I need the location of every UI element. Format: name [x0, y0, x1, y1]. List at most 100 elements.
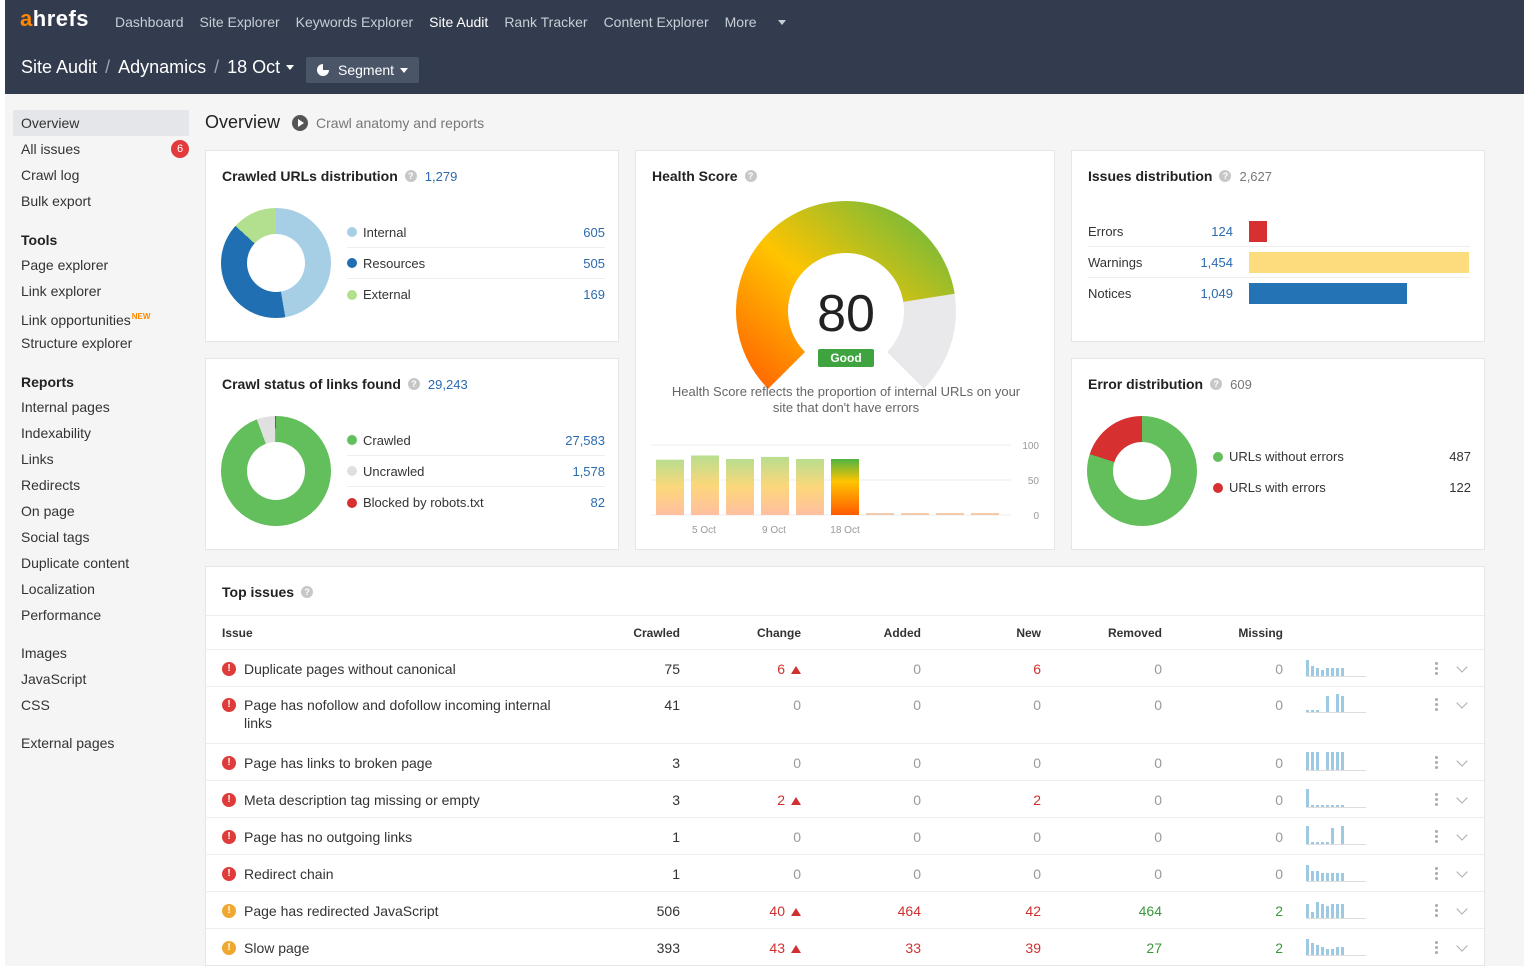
col-header-removed[interactable]: Removed [1107, 626, 1162, 640]
new-value[interactable]: 0 [1033, 866, 1041, 882]
nav-more[interactable]: More [725, 14, 786, 30]
sidebar-item-internal-pages[interactable]: Internal pages [21, 399, 110, 415]
table-row[interactable]: ! Page has nofollow and dofollow incoming… [206, 686, 1484, 743]
crawled-value[interactable]: 1 [672, 866, 680, 882]
sidebar-item-overview[interactable]: Overview [13, 110, 189, 136]
new-value[interactable]: 0 [1033, 829, 1041, 845]
page-subtitle-link[interactable]: Crawl anatomy and reports [316, 114, 485, 131]
added-value[interactable]: 0 [913, 661, 921, 677]
nav-keywords-explorer[interactable]: Keywords Explorer [295, 14, 414, 30]
ahrefs-logo[interactable]: ahrefs [20, 6, 90, 31]
more-options-icon[interactable] [1435, 791, 1441, 808]
nav-content-explorer[interactable]: Content Explorer [603, 14, 709, 30]
chevron-down-icon[interactable] [1456, 829, 1468, 841]
new-value[interactable]: 42 [1025, 903, 1041, 919]
issues-row-errors[interactable]: Errors 124 [1088, 216, 1470, 247]
chevron-down-icon[interactable] [1456, 866, 1468, 878]
row-value[interactable]: 1,454 [1200, 255, 1233, 270]
new-value[interactable]: 39 [1025, 940, 1041, 956]
legend-row-resources[interactable]: Resources 505 [347, 248, 605, 279]
new-value[interactable]: 6 [1033, 661, 1041, 677]
issue-name[interactable]: Page has links to broken page [244, 755, 433, 771]
change-value[interactable]: 43 [741, 940, 801, 956]
legend-row-crawled[interactable]: Crawled 27,583 [347, 425, 605, 456]
nav-site-audit[interactable]: Site Audit [429, 14, 489, 30]
legend-row-external[interactable]: External 169 [347, 279, 605, 310]
issue-name[interactable]: Slow page [244, 940, 310, 956]
nav-dashboard[interactable]: Dashboard [115, 14, 184, 30]
issues-row-notices[interactable]: Notices 1,049 [1088, 278, 1470, 309]
help-icon[interactable]: ? [1219, 170, 1232, 182]
sidebar-item-redirects[interactable]: Redirects [21, 477, 81, 493]
change-value[interactable]: 6 [741, 661, 801, 677]
sidebar-item-images[interactable]: Images [21, 645, 67, 661]
help-icon[interactable]: ? [744, 170, 757, 182]
new-value[interactable]: 0 [1033, 755, 1041, 771]
removed-value[interactable]: 0 [1154, 755, 1162, 771]
issue-name[interactable]: Meta description tag missing or empty [244, 792, 480, 808]
col-header-missing[interactable]: Missing [1238, 626, 1283, 640]
chevron-down-icon[interactable] [1456, 661, 1468, 673]
sidebar-item-localization[interactable]: Localization [21, 581, 95, 597]
missing-value[interactable]: 0 [1275, 697, 1283, 713]
sidebar-item-structure-explorer[interactable]: Structure explorer [21, 335, 133, 351]
sidebar-item-link-explorer[interactable]: Link explorer [21, 283, 102, 299]
change-value[interactable]: 0 [741, 866, 801, 882]
table-row[interactable]: ! Meta description tag missing or empty 3 2… [206, 780, 1484, 817]
removed-value[interactable]: 0 [1154, 697, 1162, 713]
issue-name[interactable]: Page has no outgoing links [244, 829, 413, 845]
sidebar-item-all-issues[interactable]: All issues 6 [13, 136, 189, 162]
chevron-down-icon[interactable] [286, 65, 295, 70]
change-value[interactable]: 40 [741, 903, 801, 919]
crawled-value[interactable]: 1 [672, 829, 680, 845]
sidebar-item-on-page[interactable]: On page [21, 503, 75, 519]
table-row[interactable]: ! Redirect chain 1 0 0 0 0 0 [206, 854, 1484, 891]
history-bar[interactable] [726, 459, 754, 515]
legend-value[interactable]: 169 [583, 287, 605, 302]
issue-name[interactable]: Duplicate pages without canonical [244, 661, 456, 677]
segment-button[interactable]: Segment [306, 57, 419, 83]
sidebar-item-links[interactable]: Links [21, 451, 54, 467]
missing-value[interactable]: 2 [1275, 903, 1283, 919]
col-header-issue[interactable]: Issue [222, 626, 253, 640]
chevron-down-icon[interactable] [1456, 903, 1468, 915]
change-value[interactable]: 2 [741, 792, 801, 808]
legend-row-with-errors[interactable]: URLs with errors 122 [1213, 472, 1471, 503]
chevron-down-icon[interactable] [1456, 697, 1468, 709]
issue-name[interactable]: Redirect chain [244, 866, 334, 882]
added-value[interactable]: 0 [913, 697, 921, 713]
sidebar-item-css[interactable]: CSS [21, 697, 50, 713]
added-value[interactable]: 0 [913, 755, 921, 771]
sidebar-item-page-explorer[interactable]: Page explorer [21, 257, 109, 273]
missing-value[interactable]: 0 [1275, 792, 1283, 808]
card-total[interactable]: 29,243 [427, 376, 468, 392]
change-value[interactable]: 0 [741, 829, 801, 845]
added-value[interactable]: 0 [913, 866, 921, 882]
issues-row-warnings[interactable]: Warnings 1,454 [1088, 247, 1470, 278]
play-icon[interactable] [292, 114, 309, 131]
change-value[interactable]: 0 [741, 755, 801, 771]
table-row[interactable]: ! Page has no outgoing links 1 0 0 0 0 0 [206, 817, 1484, 854]
new-value[interactable]: 0 [1033, 697, 1041, 713]
chevron-down-icon[interactable] [1456, 755, 1468, 767]
legend-value[interactable]: 82 [590, 495, 605, 510]
help-icon[interactable]: ? [301, 586, 314, 598]
nav-site-explorer[interactable]: Site Explorer [199, 14, 280, 30]
missing-value[interactable]: 0 [1275, 755, 1283, 771]
added-value[interactable]: 464 [897, 903, 921, 919]
sidebar-item-duplicate-content[interactable]: Duplicate content [21, 555, 130, 571]
more-options-icon[interactable] [1435, 939, 1441, 956]
history-bar[interactable] [691, 455, 719, 516]
chevron-down-icon[interactable] [1456, 940, 1468, 952]
removed-value[interactable]: 0 [1154, 829, 1162, 845]
crawled-value[interactable]: 506 [656, 903, 680, 919]
row-value[interactable]: 124 [1211, 224, 1233, 239]
issue-name[interactable]: Page has redirected JavaScript [244, 903, 439, 919]
table-row[interactable]: ! Slow page 393 43 33 39 27 2 [206, 928, 1484, 965]
new-value[interactable]: 2 [1033, 792, 1041, 808]
legend-value[interactable]: 505 [583, 255, 605, 271]
help-icon[interactable]: ? [1210, 378, 1223, 390]
nav-rank-tracker[interactable]: Rank Tracker [504, 14, 588, 30]
help-icon[interactable]: ? [404, 170, 417, 182]
more-options-icon[interactable] [1435, 902, 1441, 919]
